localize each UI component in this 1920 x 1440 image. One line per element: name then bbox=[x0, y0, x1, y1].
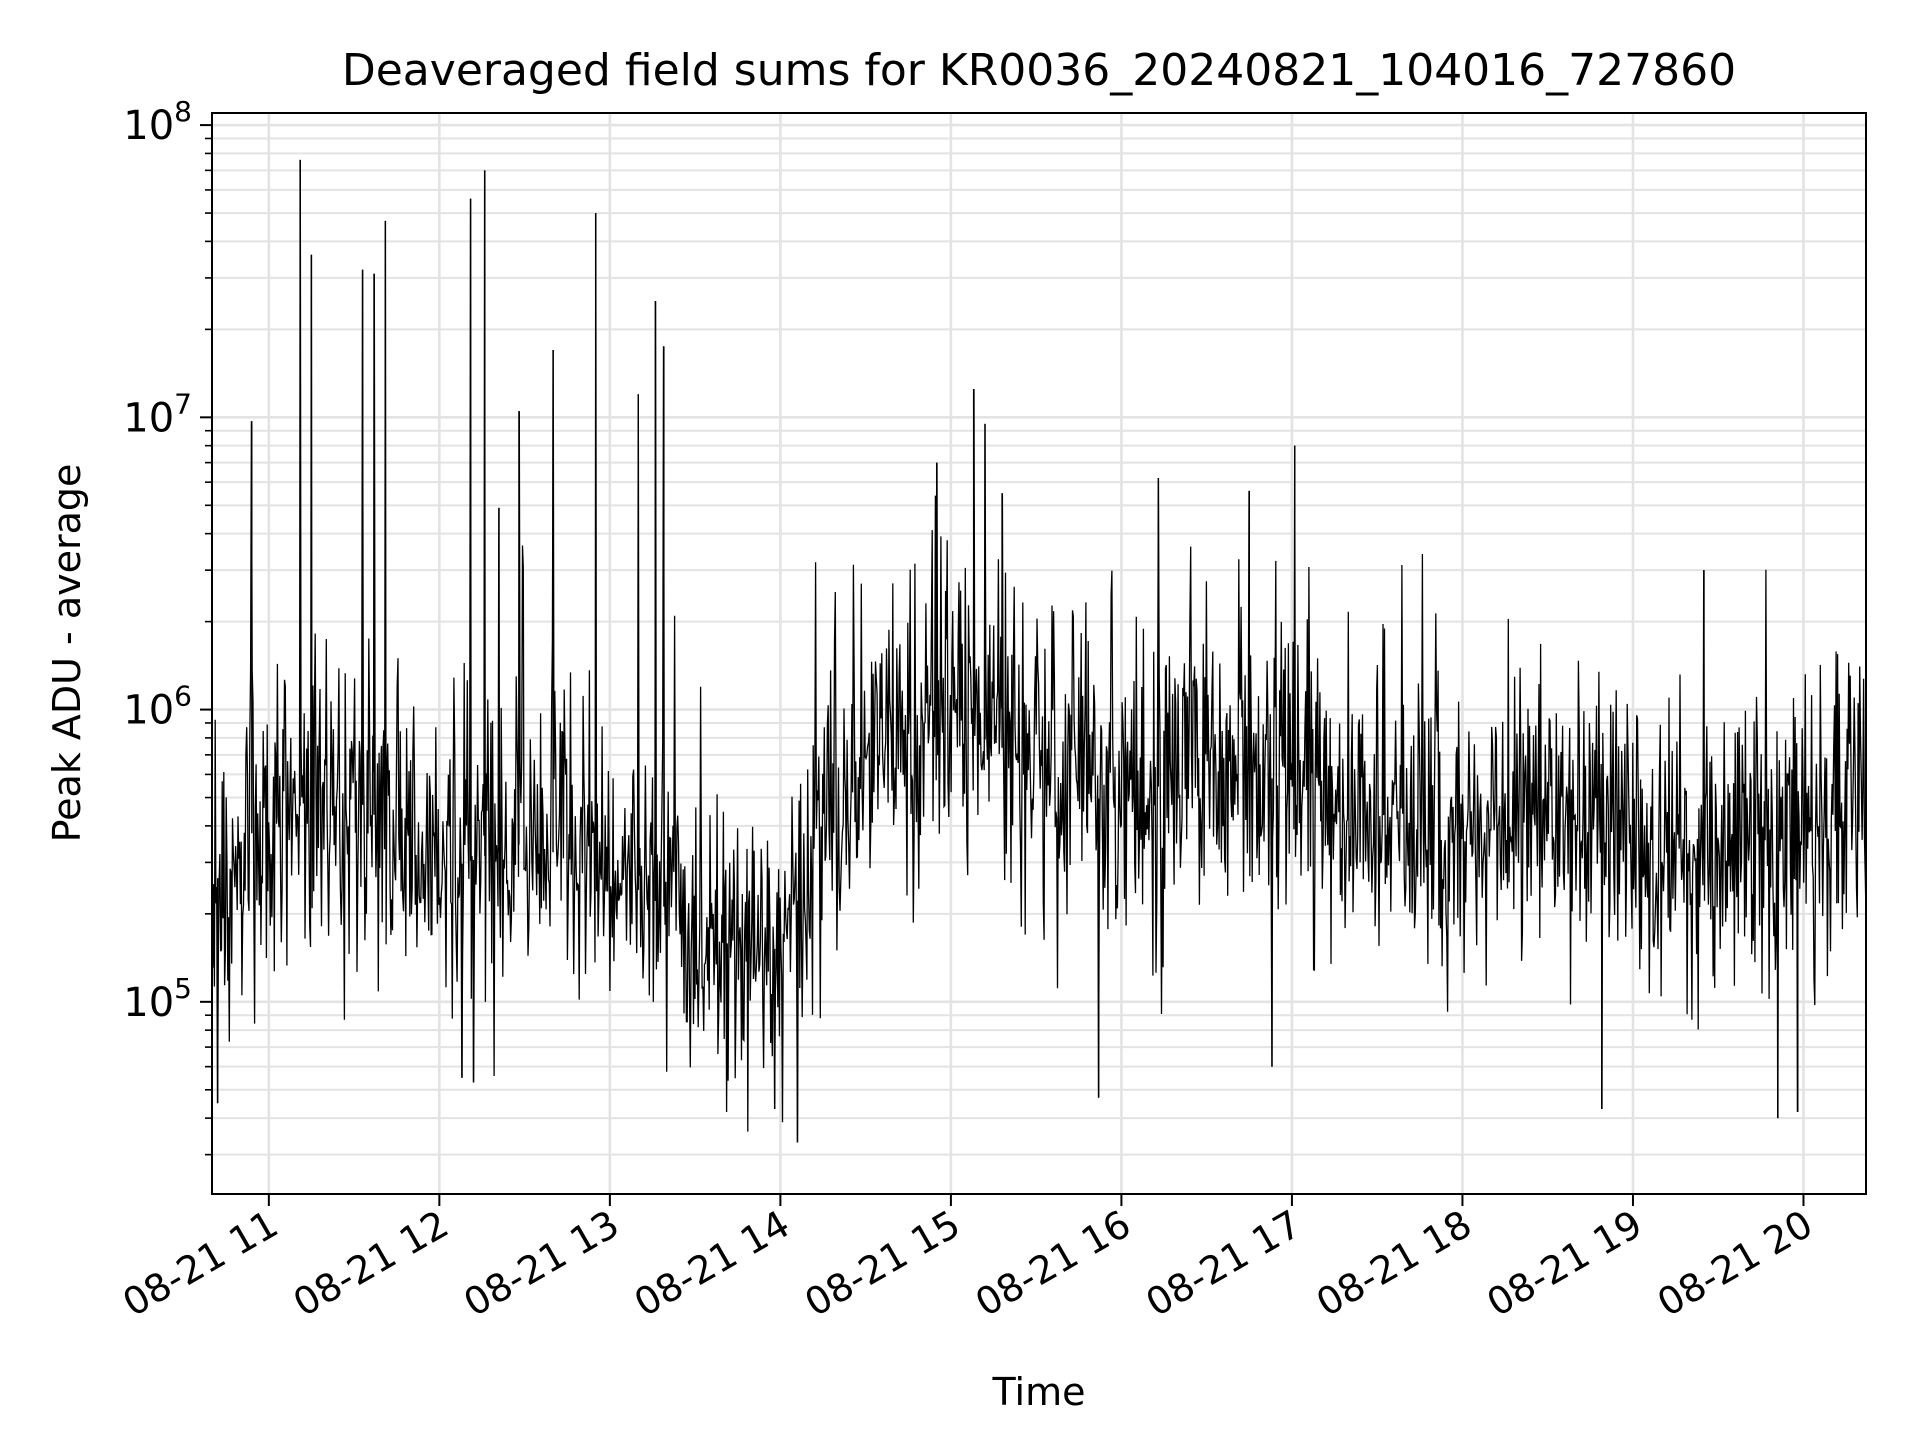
y-axis-label: Peak ADU - average bbox=[45, 464, 89, 843]
y-tick-label: 106 bbox=[123, 680, 192, 734]
x-tick-label: 08-21 17 bbox=[1138, 1202, 1308, 1326]
y-tick-label: 107 bbox=[123, 387, 192, 441]
x-tick-label: 08-21 11 bbox=[115, 1202, 285, 1326]
x-tick-label: 08-21 15 bbox=[797, 1202, 967, 1326]
x-tick-label: 08-21 19 bbox=[1479, 1202, 1649, 1326]
y-tick-label: 108 bbox=[123, 95, 192, 149]
plot-background bbox=[212, 113, 1866, 1194]
chart-title: Deaveraged field sums for KR0036_2024082… bbox=[342, 45, 1736, 96]
x-tick-label: 08-21 13 bbox=[456, 1202, 626, 1326]
x-axis-label: Time bbox=[992, 1370, 1086, 1414]
plot-frame bbox=[211, 112, 1867, 1195]
x-tick-label: 08-21 20 bbox=[1650, 1202, 1820, 1326]
x-tick-label: 08-21 18 bbox=[1309, 1202, 1479, 1326]
x-tick-label: 08-21 14 bbox=[627, 1202, 797, 1326]
series-line bbox=[211, 159, 1867, 1143]
x-tick-label: 08-21 16 bbox=[968, 1202, 1138, 1326]
series-layer bbox=[211, 159, 1867, 1143]
x-tick-label: 08-21 12 bbox=[286, 1202, 456, 1326]
y-tick-label: 105 bbox=[123, 972, 192, 1026]
